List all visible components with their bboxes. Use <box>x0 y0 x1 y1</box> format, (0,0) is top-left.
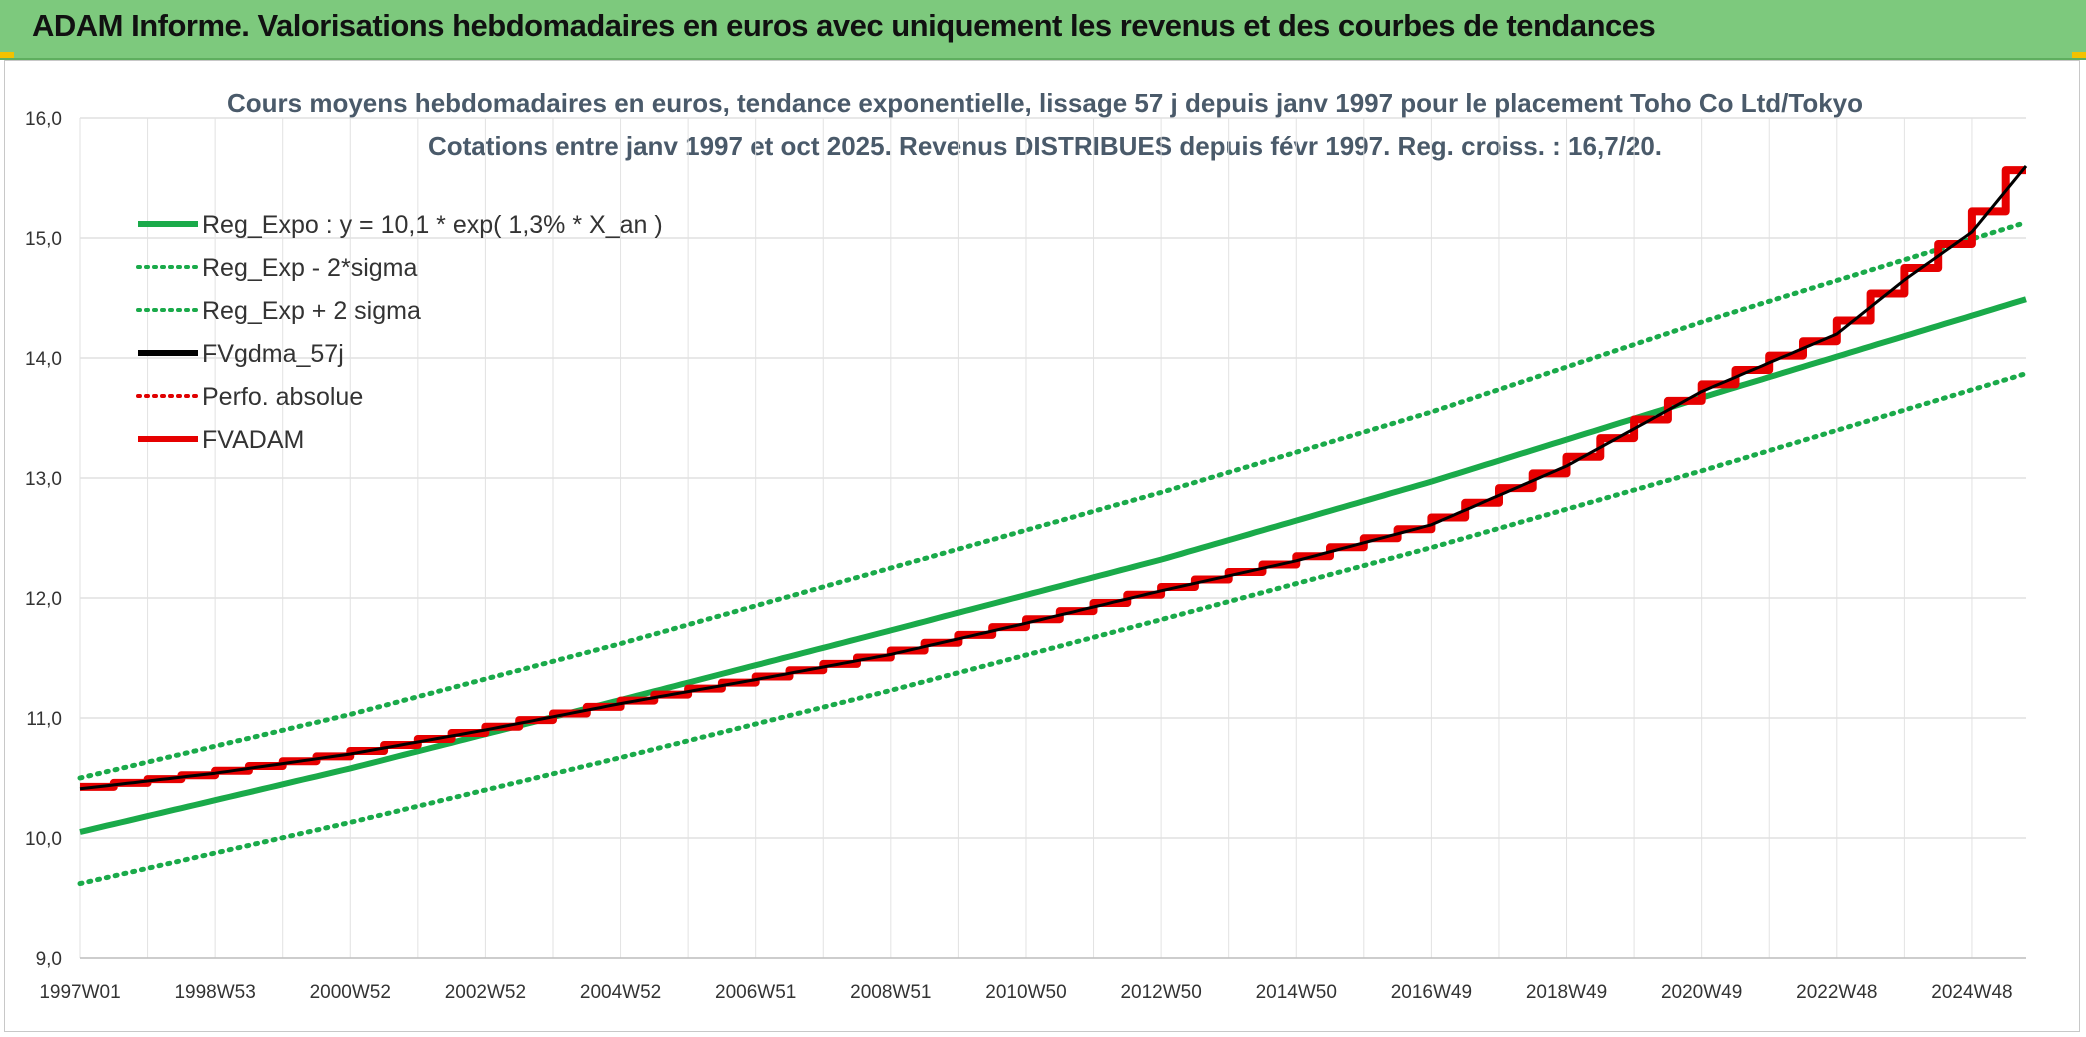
report-title: ADAM Informe. Valorisations hebdomadaire… <box>32 8 1656 43</box>
x-tick-label: 2002W52 <box>445 982 526 1003</box>
y-tick-label: 9,0 <box>36 949 62 970</box>
x-tick-label: 2006W51 <box>715 982 796 1003</box>
x-tick-label: 2022W48 <box>1796 982 1877 1003</box>
y-tick-label: 10,0 <box>25 829 62 850</box>
legend-label: Reg_Exp - 2*sigma <box>202 254 417 282</box>
x-tick-label: 2018W49 <box>1526 982 1607 1003</box>
report-header: ADAM Informe. Valorisations hebdomadaire… <box>0 0 2086 60</box>
series-line-2 <box>77 219 2029 781</box>
y-tick-label: 12,0 <box>25 589 62 610</box>
y-tick-label: 14,0 <box>25 349 62 370</box>
x-tick-label: 1997W01 <box>39 982 120 1003</box>
chart-axes: 9,0 10,0 11,0 12,0 13,0 14,0 15,0 16,0 1997W01 19… <box>25 109 2026 1003</box>
chart-title: Cours moyens hebdomadaires en euros, ten… <box>227 88 1863 118</box>
corner-marker-right <box>2072 52 2086 58</box>
x-tick-label: 2000W52 <box>310 982 391 1003</box>
y-tick-label: 16,0 <box>25 109 62 130</box>
x-tick-label: 2024W48 <box>1931 982 2012 1003</box>
x-tick-label: 2004W52 <box>580 982 661 1003</box>
x-tick-label: 2008W51 <box>850 982 931 1003</box>
chart-subtitle: Cotations entre janv 1997 et oct 2025. R… <box>428 131 1662 161</box>
y-tick-label: 13,0 <box>25 469 62 490</box>
x-tick-label: 2020W49 <box>1661 982 1742 1003</box>
x-tick-label: 1998W53 <box>174 982 255 1003</box>
chart-legend: Reg_Expo : y = 10,1 * exp( 1,3% * X_an )… <box>136 211 663 454</box>
legend-label: Reg_Expo : y = 10,1 * exp( 1,3% * X_an ) <box>202 211 663 239</box>
chart-frame <box>4 60 2080 1032</box>
series-line-3 <box>79 165 2028 791</box>
series-line-1 <box>77 371 2029 887</box>
x-tick-label: 2010W50 <box>985 982 1066 1003</box>
x-tick-label: 2012W50 <box>1120 982 1201 1003</box>
legend-label: FVgdma_57j <box>202 340 344 368</box>
legend-label: FVADAM <box>202 426 304 454</box>
y-tick-label: 11,0 <box>26 709 62 730</box>
corner-marker-left <box>0 52 14 58</box>
x-tick-label: 2014W50 <box>1256 982 1337 1003</box>
series-layer <box>77 165 2029 887</box>
chart-grid <box>79 117 2026 959</box>
x-tick-label: 2016W49 <box>1391 982 1472 1003</box>
y-tick-label: 15,0 <box>25 229 62 250</box>
legend-label: Reg_Exp + 2 sigma <box>202 297 421 325</box>
legend-label: Perfo. absolue <box>202 383 363 411</box>
